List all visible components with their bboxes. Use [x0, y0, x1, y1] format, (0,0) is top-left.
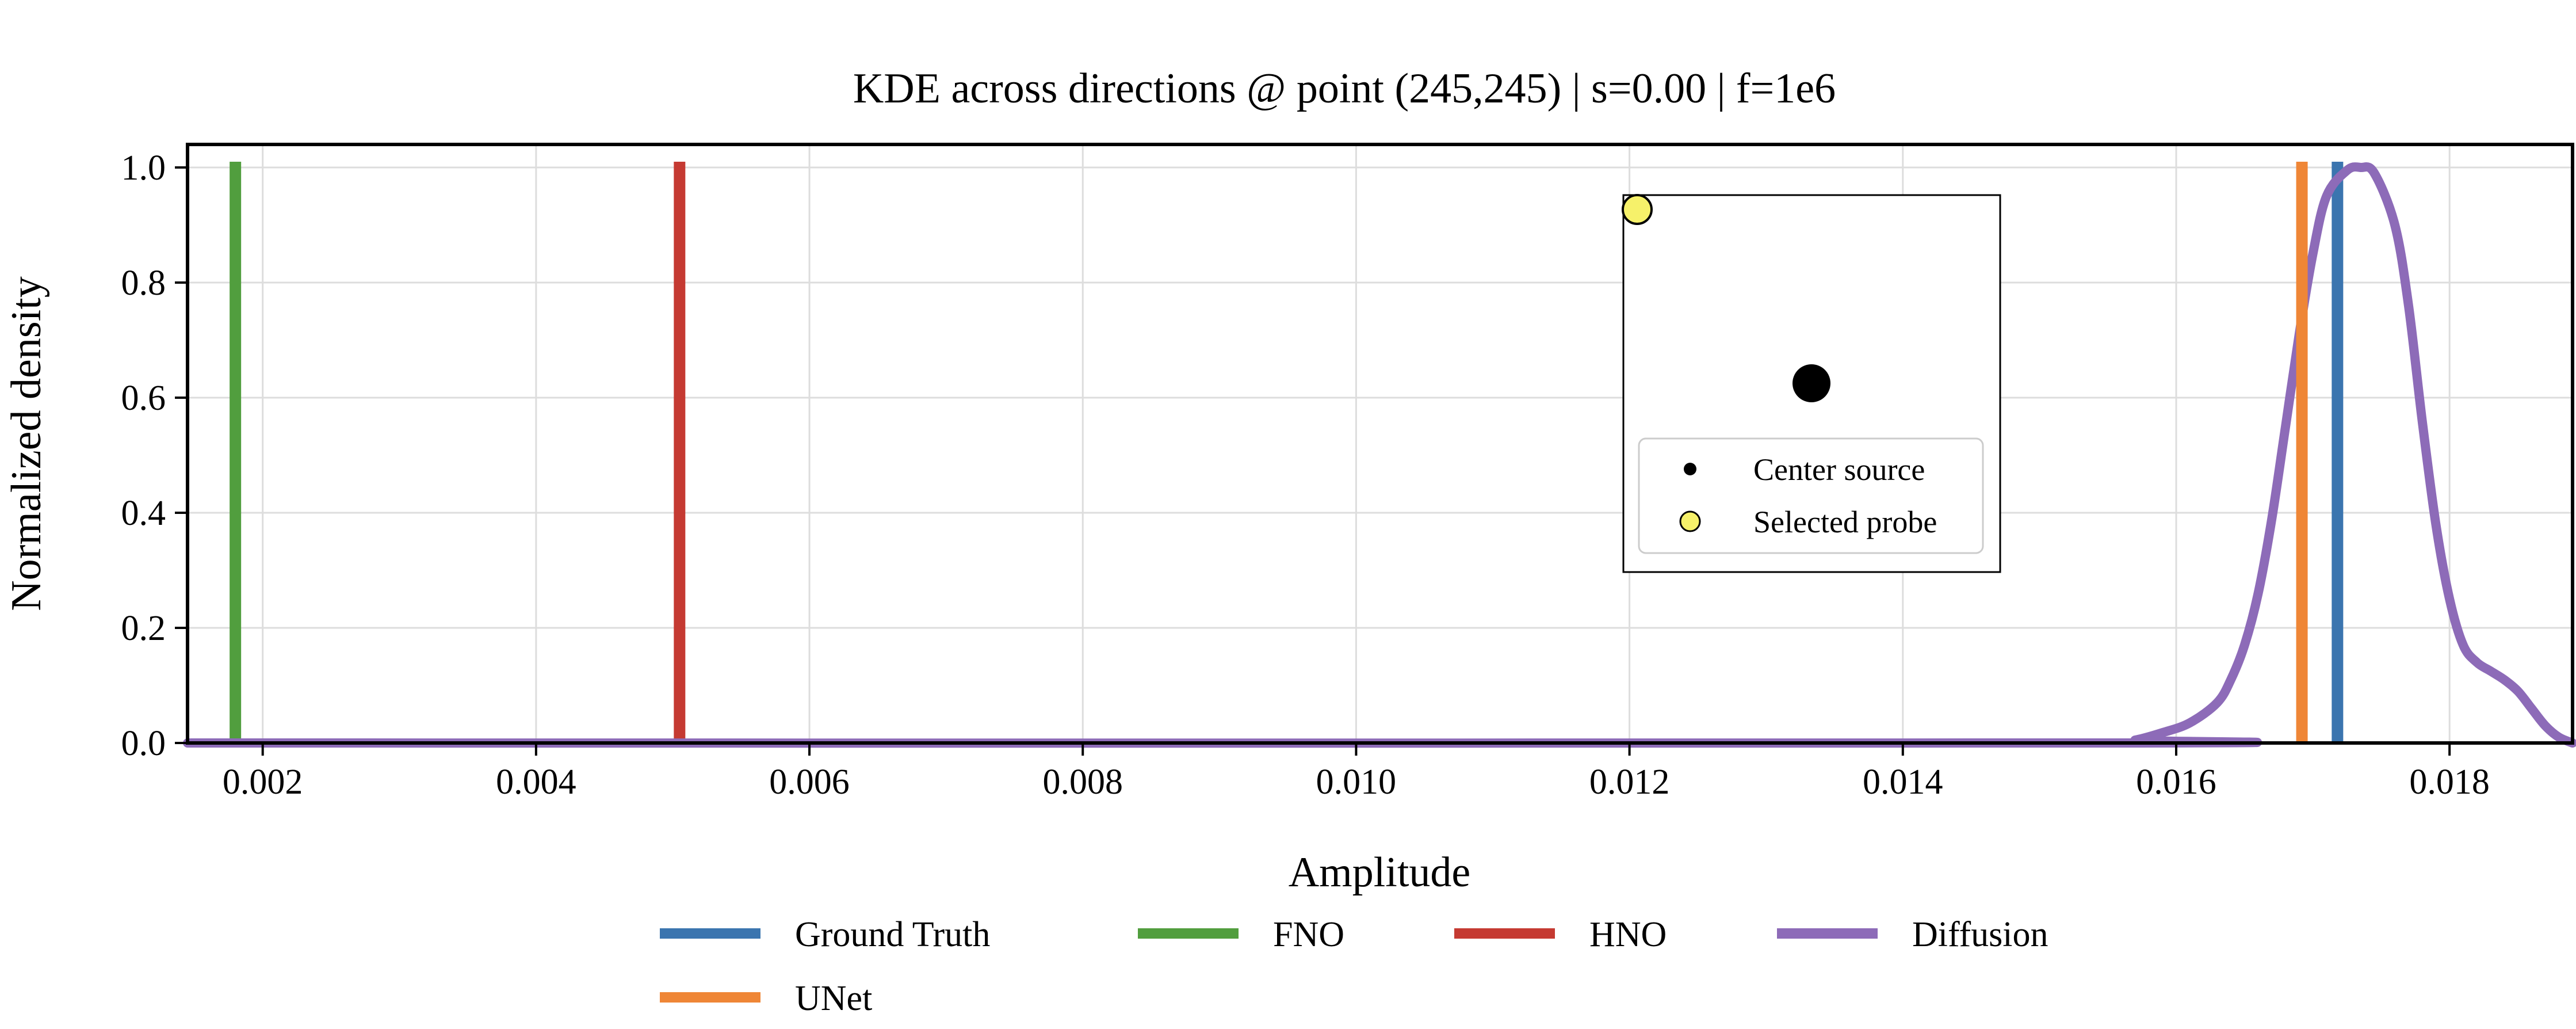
x-tick-label: 0.006 [769, 763, 850, 802]
x-tick-label: 0.008 [1042, 763, 1123, 802]
plot-series [183, 162, 2576, 748]
center-source-legend-dot [1684, 463, 1696, 475]
y-tick-label: 0.2 [121, 609, 166, 648]
x-tick-label: 0.012 [1589, 763, 1670, 802]
inset-legend-box [1638, 437, 1984, 554]
x-tick-label: 0.018 [2409, 763, 2490, 802]
axis-ticks: 0.002 0.004 0.006 0.008 0.010 0.012 0.014 0.016… [121, 148, 2490, 802]
y-tick-label: 0.4 [121, 494, 166, 533]
legend-label-unet: UNet [795, 979, 872, 1018]
center-source-marker [1793, 364, 1830, 402]
x-tick-label: 0.010 [1316, 763, 1397, 802]
selected-probe-marker [1622, 194, 1653, 225]
y-axis-label: Normalized density [3, 276, 50, 611]
legend-label-ground-truth: Ground Truth [795, 915, 990, 954]
legend: Ground Truth FNO HNO Diffusion UNet [660, 915, 2048, 1018]
y-tick-label: 0.8 [121, 264, 166, 303]
y-tick-label: 1.0 [121, 148, 166, 188]
y-tick-label: 0.0 [121, 724, 166, 763]
y-tick-label: 0.6 [121, 379, 166, 418]
inset-panel: Center source Selected probe [1622, 194, 2001, 573]
diffusion-curve [183, 162, 2576, 748]
grid [188, 144, 2573, 744]
x-axis-label: Amplitude [1289, 849, 1471, 896]
selected-probe-legend-dot [1679, 510, 1701, 532]
center-source-label: Center source [1753, 452, 1925, 487]
legend-label-hno: HNO [1589, 915, 1667, 954]
chart-title: KDE across directions @ point (245,245) … [853, 65, 1836, 112]
selected-probe-label: Selected probe [1753, 505, 1937, 539]
x-tick-label: 0.004 [496, 763, 576, 802]
x-tick-label: 0.002 [223, 763, 303, 802]
x-tick-label: 0.014 [1863, 763, 1943, 802]
x-tick-label: 0.016 [2136, 763, 2216, 802]
axes-frame [186, 143, 2574, 745]
legend-label-fno: FNO [1273, 915, 1344, 954]
legend-label-diffusion: Diffusion [1912, 915, 2048, 954]
